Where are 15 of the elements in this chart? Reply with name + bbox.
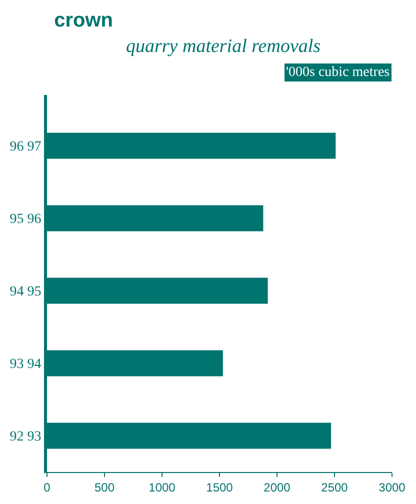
x-tick-label: 1000	[148, 480, 176, 494]
x-tick-label: 500	[94, 480, 115, 494]
y-tick-label: 95 96	[10, 212, 42, 228]
y-tick-label: 92 93	[10, 430, 42, 445]
x-tick-label: 0	[44, 480, 51, 494]
y-tick-label: 93 94	[10, 357, 42, 372]
x-tick-label: 1500	[206, 480, 234, 494]
x-axis-title: '000s cubic metres	[286, 65, 390, 80]
x-tick-label: 2500	[321, 480, 348, 494]
y-tick-label: 94 95	[10, 284, 42, 300]
chart-subtitle: quarry material removals	[126, 36, 321, 57]
y-tick-label: 96 97	[10, 140, 42, 155]
chart-title: crown	[54, 10, 113, 32]
x-tick-label: 2000	[264, 480, 291, 494]
x-tick-label: 3000	[378, 480, 406, 494]
